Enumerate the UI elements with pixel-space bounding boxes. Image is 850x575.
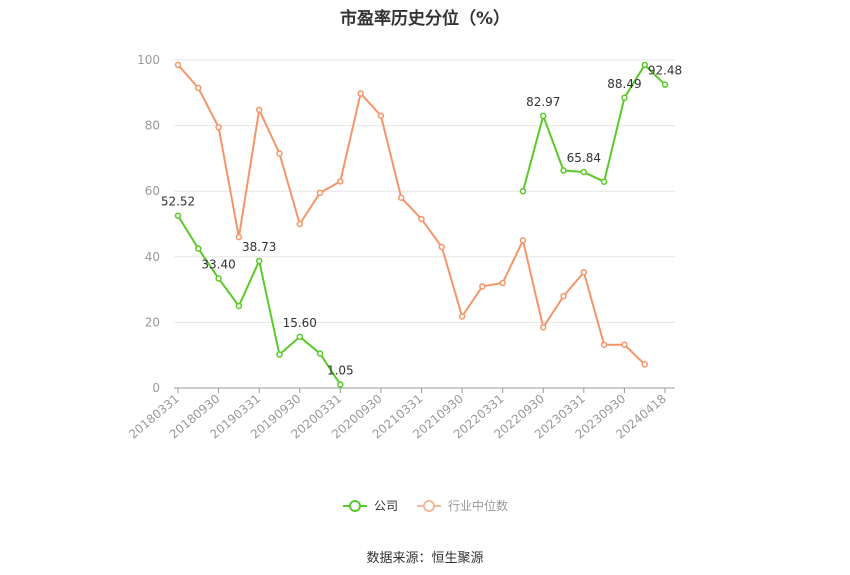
data-point (580, 268, 588, 276)
legend-label-industry: 行业中位数 (448, 499, 509, 513)
data-point (397, 194, 405, 202)
series-lines (174, 61, 669, 388)
data-point (641, 61, 648, 69)
data-point (438, 243, 446, 251)
legend-item-industry[interactable]: 行业中位数 (416, 497, 508, 514)
data-point (296, 333, 303, 341)
legend-item-company[interactable]: 公司 (342, 497, 398, 514)
legend-label-company: 公司 (373, 499, 398, 513)
data-point (499, 279, 506, 287)
data-point (479, 283, 486, 290)
data-point (540, 112, 547, 120)
data-point (255, 106, 263, 114)
data-point (235, 302, 243, 310)
data-point (276, 150, 283, 157)
data-point (337, 178, 344, 185)
chart-title: 市盈率历史分位（%） (339, 9, 511, 29)
data-point (641, 361, 648, 368)
data-point (600, 178, 608, 185)
legend: 公司 行业中位数 (0, 497, 850, 514)
axes: 0204060801002018033120180930201903312019… (126, 53, 675, 442)
data-point (377, 112, 385, 120)
data-point (519, 237, 527, 244)
data-point (235, 233, 243, 241)
data-point (621, 341, 628, 348)
data-label: 33.40 (201, 257, 235, 271)
data-label: 82.97 (526, 95, 560, 109)
data-point (255, 257, 263, 265)
data-label: 88.49 (607, 77, 641, 91)
data-point (621, 94, 628, 102)
data-point (540, 324, 547, 331)
grid-lines (174, 59, 675, 323)
data-point (195, 245, 202, 252)
legend-company-marker (342, 499, 367, 512)
y-tick-label: 80 (145, 119, 160, 133)
data-point (560, 292, 567, 300)
data-point (316, 350, 324, 357)
data-point (316, 189, 324, 197)
source-note: 数据来源：恒生聚源 (366, 551, 484, 566)
data-point (560, 167, 567, 174)
series-line-0 (521, 63, 666, 192)
data-point (174, 212, 182, 219)
data-point (661, 81, 669, 88)
y-tick-label: 100 (137, 53, 160, 67)
data-point (195, 84, 202, 92)
series-line-1 (177, 64, 646, 366)
data-point (215, 275, 222, 282)
data-labels: 52.52 33.40 38.73 15.60 1.05 82.97 65.84 88.49 9… (161, 64, 682, 378)
data-point (276, 351, 283, 358)
data-point (458, 313, 466, 320)
data-point (337, 381, 344, 388)
data-label: 65.84 (567, 151, 601, 165)
legend-industry-marker (417, 499, 441, 512)
data-point (600, 341, 608, 348)
data-point (174, 61, 182, 69)
data-point (580, 168, 588, 176)
data-label: 38.73 (242, 240, 276, 254)
data-label: 15.60 (283, 316, 317, 330)
data-point (418, 215, 425, 223)
data-point (296, 220, 303, 228)
y-tick-label: 20 (145, 315, 160, 329)
y-tick-label: 60 (145, 184, 160, 198)
y-tick-label: 40 (145, 250, 160, 264)
data-point (519, 187, 527, 195)
data-label: 1.05 (327, 364, 354, 378)
data-point (357, 90, 364, 97)
data-point (215, 123, 222, 131)
data-label: 92.48 (648, 64, 682, 78)
y-tick-label: 0 (152, 381, 160, 395)
data-label: 52.52 (161, 195, 195, 209)
